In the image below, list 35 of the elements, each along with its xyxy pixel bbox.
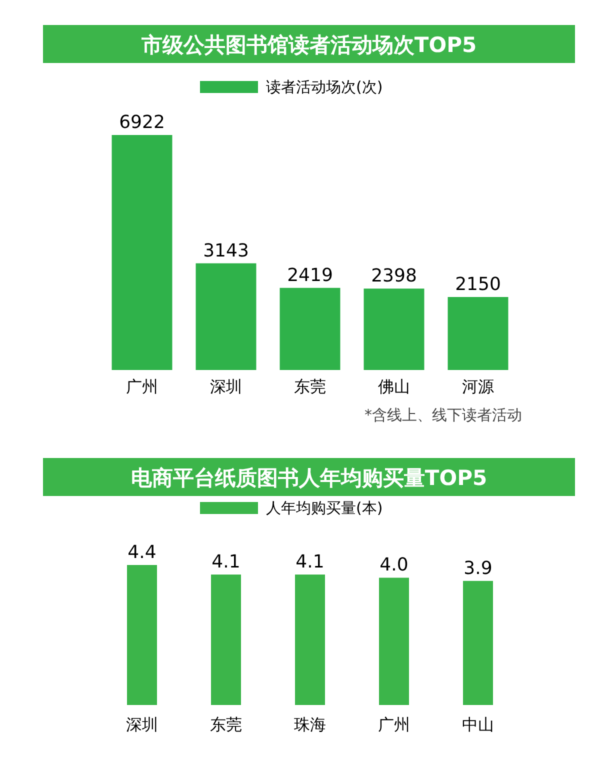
x-tick-label: 广州 xyxy=(378,715,410,734)
bar xyxy=(379,578,409,705)
bar xyxy=(280,288,340,370)
data-label: 2419 xyxy=(287,264,333,286)
x-tick-label: 深圳 xyxy=(126,715,158,734)
legend-label: 人年均购买量(本) xyxy=(266,499,383,517)
bar xyxy=(196,263,256,370)
x-tick-label: 广州 xyxy=(126,377,158,396)
x-tick-label: 佛山 xyxy=(378,377,410,396)
data-label: 3143 xyxy=(203,240,249,262)
data-label: 4.4 xyxy=(128,542,156,563)
legend-label: 读者活动场次(次) xyxy=(266,78,383,96)
x-tick-label: 东莞 xyxy=(210,715,242,734)
x-tick-label: 东莞 xyxy=(294,377,326,396)
data-label: 3.9 xyxy=(464,558,492,579)
x-tick-label: 河源 xyxy=(462,377,494,396)
bar xyxy=(448,297,508,370)
bar xyxy=(112,135,172,370)
data-label: 2150 xyxy=(455,274,501,296)
bar xyxy=(211,574,241,705)
text: *含线上、线下读者活动 xyxy=(364,406,522,424)
bar xyxy=(295,574,325,705)
data-label: 4.0 xyxy=(380,554,408,576)
data-label: 2398 xyxy=(371,266,417,287)
x-tick-label: 中山 xyxy=(462,715,494,734)
data-label: 6922 xyxy=(119,112,165,133)
chart-title: 电商平台纸质图书人年均购买量TOP5 xyxy=(130,466,488,490)
x-tick-label: 深圳 xyxy=(210,377,242,396)
x-tick-label: 珠海 xyxy=(294,715,326,734)
bar xyxy=(463,580,493,705)
bar xyxy=(364,288,424,370)
chart-title: 市级公共图书馆读者活动场次TOP5 xyxy=(140,33,477,57)
data-label: 4.1 xyxy=(212,552,240,573)
data-label: 4.1 xyxy=(296,552,324,573)
bar xyxy=(127,565,157,705)
